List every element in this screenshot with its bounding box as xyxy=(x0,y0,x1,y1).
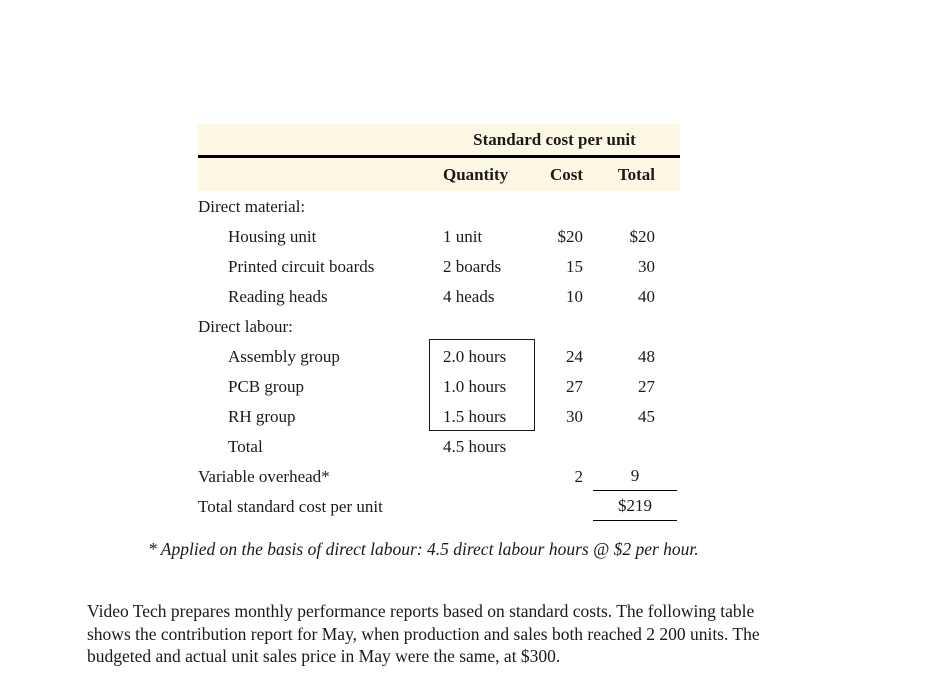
table-row: Reading heads 4 heads 10 40 xyxy=(198,281,680,311)
standard-cost-table: Standard cost per unit Quantity Cost Tot… xyxy=(198,124,680,521)
column-header-total: Total xyxy=(617,165,655,184)
intro-paragraph: Video Tech prepares monthly performance … xyxy=(87,600,760,668)
cost-cell: 30 xyxy=(566,406,583,426)
cost-cell: 2 xyxy=(574,466,584,486)
cost-cell: 24 xyxy=(566,346,583,366)
table-title: Standard cost per unit xyxy=(473,130,636,149)
table-row: Variable overhead* 2 9 xyxy=(198,461,680,491)
total-cell: $219 xyxy=(593,491,677,521)
table-row: Direct labour: xyxy=(198,311,680,341)
total-cell: 9 xyxy=(593,461,677,491)
table-row: Housing unit 1 unit $20 $20 xyxy=(198,221,680,251)
total-cell: 30 xyxy=(638,256,655,276)
quantity-cell: 1.5 hours xyxy=(443,406,507,426)
row-label: Assembly group xyxy=(228,346,340,366)
cost-cell: $20 xyxy=(557,226,584,246)
total-cell: 48 xyxy=(638,346,655,366)
quantity-cell: 4 heads xyxy=(443,286,495,306)
paragraph-line: budgeted and actual unit sales price in … xyxy=(87,646,561,667)
footnote: * Applied on the basis of direct labour:… xyxy=(148,539,699,559)
row-label: Total xyxy=(228,436,263,456)
table-row: Total 4.5 hours xyxy=(198,431,680,461)
total-cell: $20 xyxy=(629,226,656,246)
table-row: PCB group 1.0 hours 27 27 xyxy=(198,371,680,401)
table-row: RH group 1.5 hours 30 45 xyxy=(198,401,680,431)
total-cell: 40 xyxy=(638,286,655,306)
paragraph-line: Video Tech prepares monthly performance … xyxy=(87,601,755,621)
table-title-row: Standard cost per unit xyxy=(198,124,680,158)
table-row: Printed circuit boards 2 boards 15 30 xyxy=(198,251,680,281)
quantity-cell: 4.5 hours xyxy=(443,436,507,456)
row-label: Printed circuit boards xyxy=(228,256,375,276)
cost-cell: 15 xyxy=(566,256,583,276)
row-label: Direct material: xyxy=(198,196,306,216)
quantity-cell: 2.0 hours xyxy=(443,346,507,366)
row-label: Direct labour: xyxy=(198,316,293,336)
table-row: Direct material: xyxy=(198,191,680,221)
paragraph-line: shows the contribution report for May, w… xyxy=(87,623,760,644)
cost-cell: 10 xyxy=(566,286,583,306)
row-label: Variable overhead* xyxy=(198,466,330,486)
cost-cell: 27 xyxy=(566,376,583,396)
total-cell: 45 xyxy=(638,406,655,426)
row-label: Reading heads xyxy=(228,286,328,306)
row-label: Housing unit xyxy=(228,226,317,246)
row-label: RH group xyxy=(228,406,296,426)
quantity-cell: 1.0 hours xyxy=(443,376,507,396)
quantity-cell: 1 unit xyxy=(443,226,483,246)
total-cell: 27 xyxy=(638,376,655,396)
column-header-cost: Cost xyxy=(549,165,583,184)
table-header-row: Quantity Cost Total xyxy=(198,158,680,191)
column-header-quantity: Quantity xyxy=(443,165,509,184)
row-label: PCB group xyxy=(228,376,305,396)
table-row: Assembly group 2.0 hours 24 48 xyxy=(198,341,680,371)
table-row: Total standard cost per unit $219 xyxy=(198,491,680,521)
quantity-cell: 2 boards xyxy=(443,256,502,276)
row-label: Total standard cost per unit xyxy=(198,496,383,516)
table-body: Direct material: Housing unit 1 unit $20… xyxy=(198,191,680,521)
